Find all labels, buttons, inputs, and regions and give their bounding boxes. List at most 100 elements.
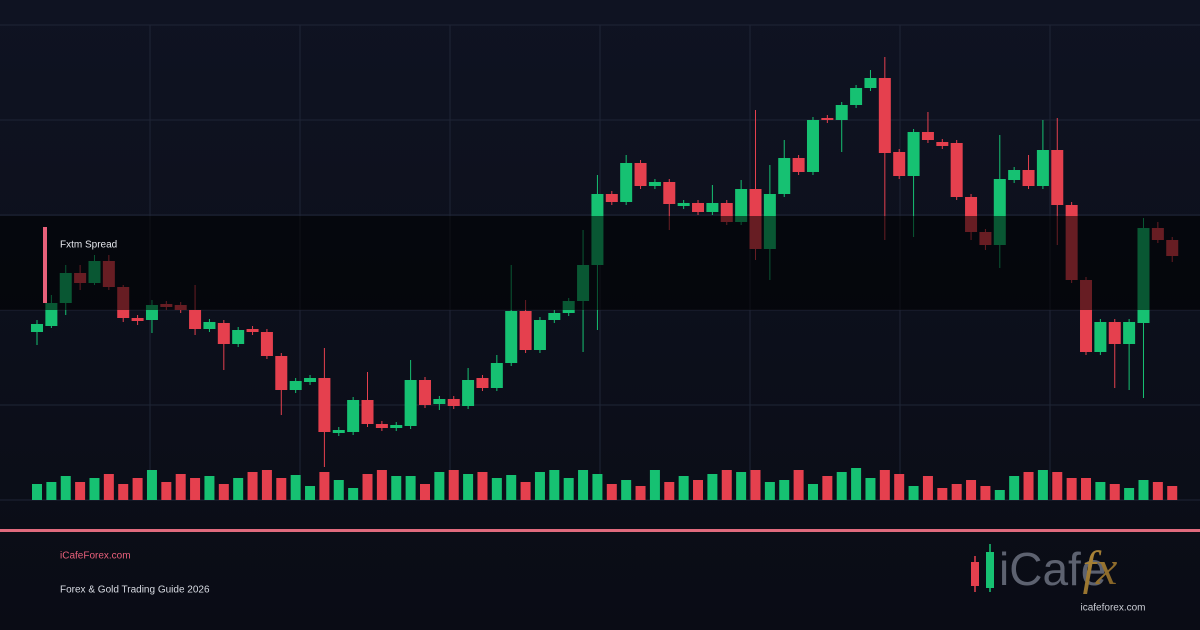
candle-body bbox=[950, 143, 963, 197]
candle-body bbox=[304, 378, 317, 382]
volume-bar bbox=[376, 470, 387, 500]
candle-body bbox=[706, 203, 719, 212]
volume-bar bbox=[707, 474, 718, 500]
volume-bar bbox=[951, 484, 962, 500]
volume-bar bbox=[348, 488, 359, 500]
footer-site: iCafeForex.com bbox=[60, 551, 131, 562]
candle-body bbox=[433, 399, 446, 404]
volume-bar bbox=[664, 482, 675, 500]
logo-mark: fx bbox=[1083, 542, 1118, 595]
candle-body bbox=[620, 163, 633, 202]
volume-bar bbox=[491, 478, 502, 500]
volume-bar bbox=[118, 484, 129, 500]
candle-body bbox=[217, 323, 230, 344]
volume-bar bbox=[1138, 480, 1149, 500]
candle-body bbox=[735, 189, 748, 222]
volume-bar bbox=[1167, 486, 1178, 500]
candle-body bbox=[318, 378, 331, 432]
candle-body bbox=[260, 332, 273, 356]
volume-bar bbox=[994, 490, 1005, 500]
volume-bar bbox=[146, 470, 157, 500]
candle-body bbox=[677, 203, 690, 206]
candle-body bbox=[404, 380, 417, 426]
volume-bar bbox=[649, 470, 660, 500]
volume-bar bbox=[218, 484, 229, 500]
spread-marker bbox=[43, 227, 47, 303]
candle-body bbox=[476, 378, 489, 388]
volume-bar bbox=[836, 472, 847, 500]
volume-bar bbox=[290, 475, 301, 500]
volume-bar bbox=[32, 484, 42, 500]
volume-bar bbox=[693, 480, 704, 500]
volume-bar bbox=[736, 472, 747, 500]
candle-body bbox=[246, 329, 259, 332]
volume-bar bbox=[894, 474, 905, 500]
volume-bar bbox=[89, 478, 100, 500]
candle-body bbox=[921, 132, 934, 140]
volume-bar bbox=[261, 470, 272, 500]
candle-body bbox=[936, 142, 949, 146]
candle-body bbox=[375, 424, 388, 428]
volume-bar bbox=[132, 478, 143, 500]
candle-body bbox=[1051, 150, 1064, 205]
candle-body bbox=[189, 310, 202, 329]
volume-bar bbox=[635, 486, 646, 500]
volume-bar bbox=[1037, 470, 1048, 500]
logo-brand: iCafe bbox=[999, 543, 1106, 595]
volume-bar bbox=[1023, 472, 1034, 500]
candle-body bbox=[634, 163, 647, 186]
candle-body bbox=[347, 400, 360, 432]
candle-body bbox=[332, 430, 345, 433]
volume-bar bbox=[563, 478, 574, 500]
volume-bar bbox=[75, 482, 86, 500]
volume-bar bbox=[966, 480, 977, 500]
volume-bar bbox=[793, 470, 804, 500]
candle-body bbox=[533, 320, 546, 350]
candle-body bbox=[490, 363, 503, 388]
volume-bar bbox=[204, 476, 215, 500]
candle-body bbox=[462, 380, 475, 406]
logo-url: icafeforex.com bbox=[1080, 603, 1145, 614]
candle-body bbox=[864, 78, 877, 88]
volume-bar bbox=[319, 472, 330, 500]
volume-bar bbox=[463, 474, 474, 500]
candle-body bbox=[1123, 322, 1136, 344]
volume-bar bbox=[60, 476, 71, 500]
volume-bar bbox=[621, 480, 632, 500]
volume-bar bbox=[578, 470, 589, 500]
volume-bar bbox=[678, 476, 689, 500]
volume-bar bbox=[1109, 484, 1120, 500]
volume-bar bbox=[1124, 488, 1135, 500]
volume-bar bbox=[391, 476, 402, 500]
volume-bar bbox=[534, 472, 545, 500]
volume-bar bbox=[764, 482, 775, 500]
candle-body bbox=[418, 380, 431, 405]
volume-bar bbox=[879, 470, 890, 500]
candle-body bbox=[878, 78, 891, 153]
volume-bar bbox=[807, 484, 818, 500]
candle-body bbox=[548, 313, 561, 320]
volume-bar bbox=[549, 470, 560, 500]
candle-body bbox=[648, 182, 661, 186]
candle-body bbox=[1094, 322, 1107, 352]
volume-bar bbox=[419, 484, 430, 500]
candle-body bbox=[1022, 170, 1035, 186]
spread-band bbox=[0, 216, 1200, 310]
volume-bar bbox=[333, 480, 344, 500]
logo: iCafe fx icafeforex.com bbox=[971, 542, 1146, 614]
volume-bar bbox=[922, 476, 933, 500]
candle-body bbox=[390, 425, 403, 428]
footer-subtitle: Forex & Gold Trading Guide 2026 bbox=[60, 585, 210, 596]
volume-bar bbox=[721, 470, 732, 500]
candle-body bbox=[778, 158, 791, 194]
volume-bar bbox=[103, 474, 114, 500]
candle-body bbox=[519, 311, 532, 350]
annotation: Fxtm Spread bbox=[60, 240, 117, 251]
volume-bar bbox=[908, 486, 919, 500]
candle-body bbox=[792, 158, 805, 172]
volume-bar bbox=[851, 468, 862, 500]
candle-body bbox=[361, 400, 374, 424]
volume-bar bbox=[434, 472, 445, 500]
candle-body bbox=[31, 324, 43, 332]
candle-body bbox=[605, 194, 618, 202]
